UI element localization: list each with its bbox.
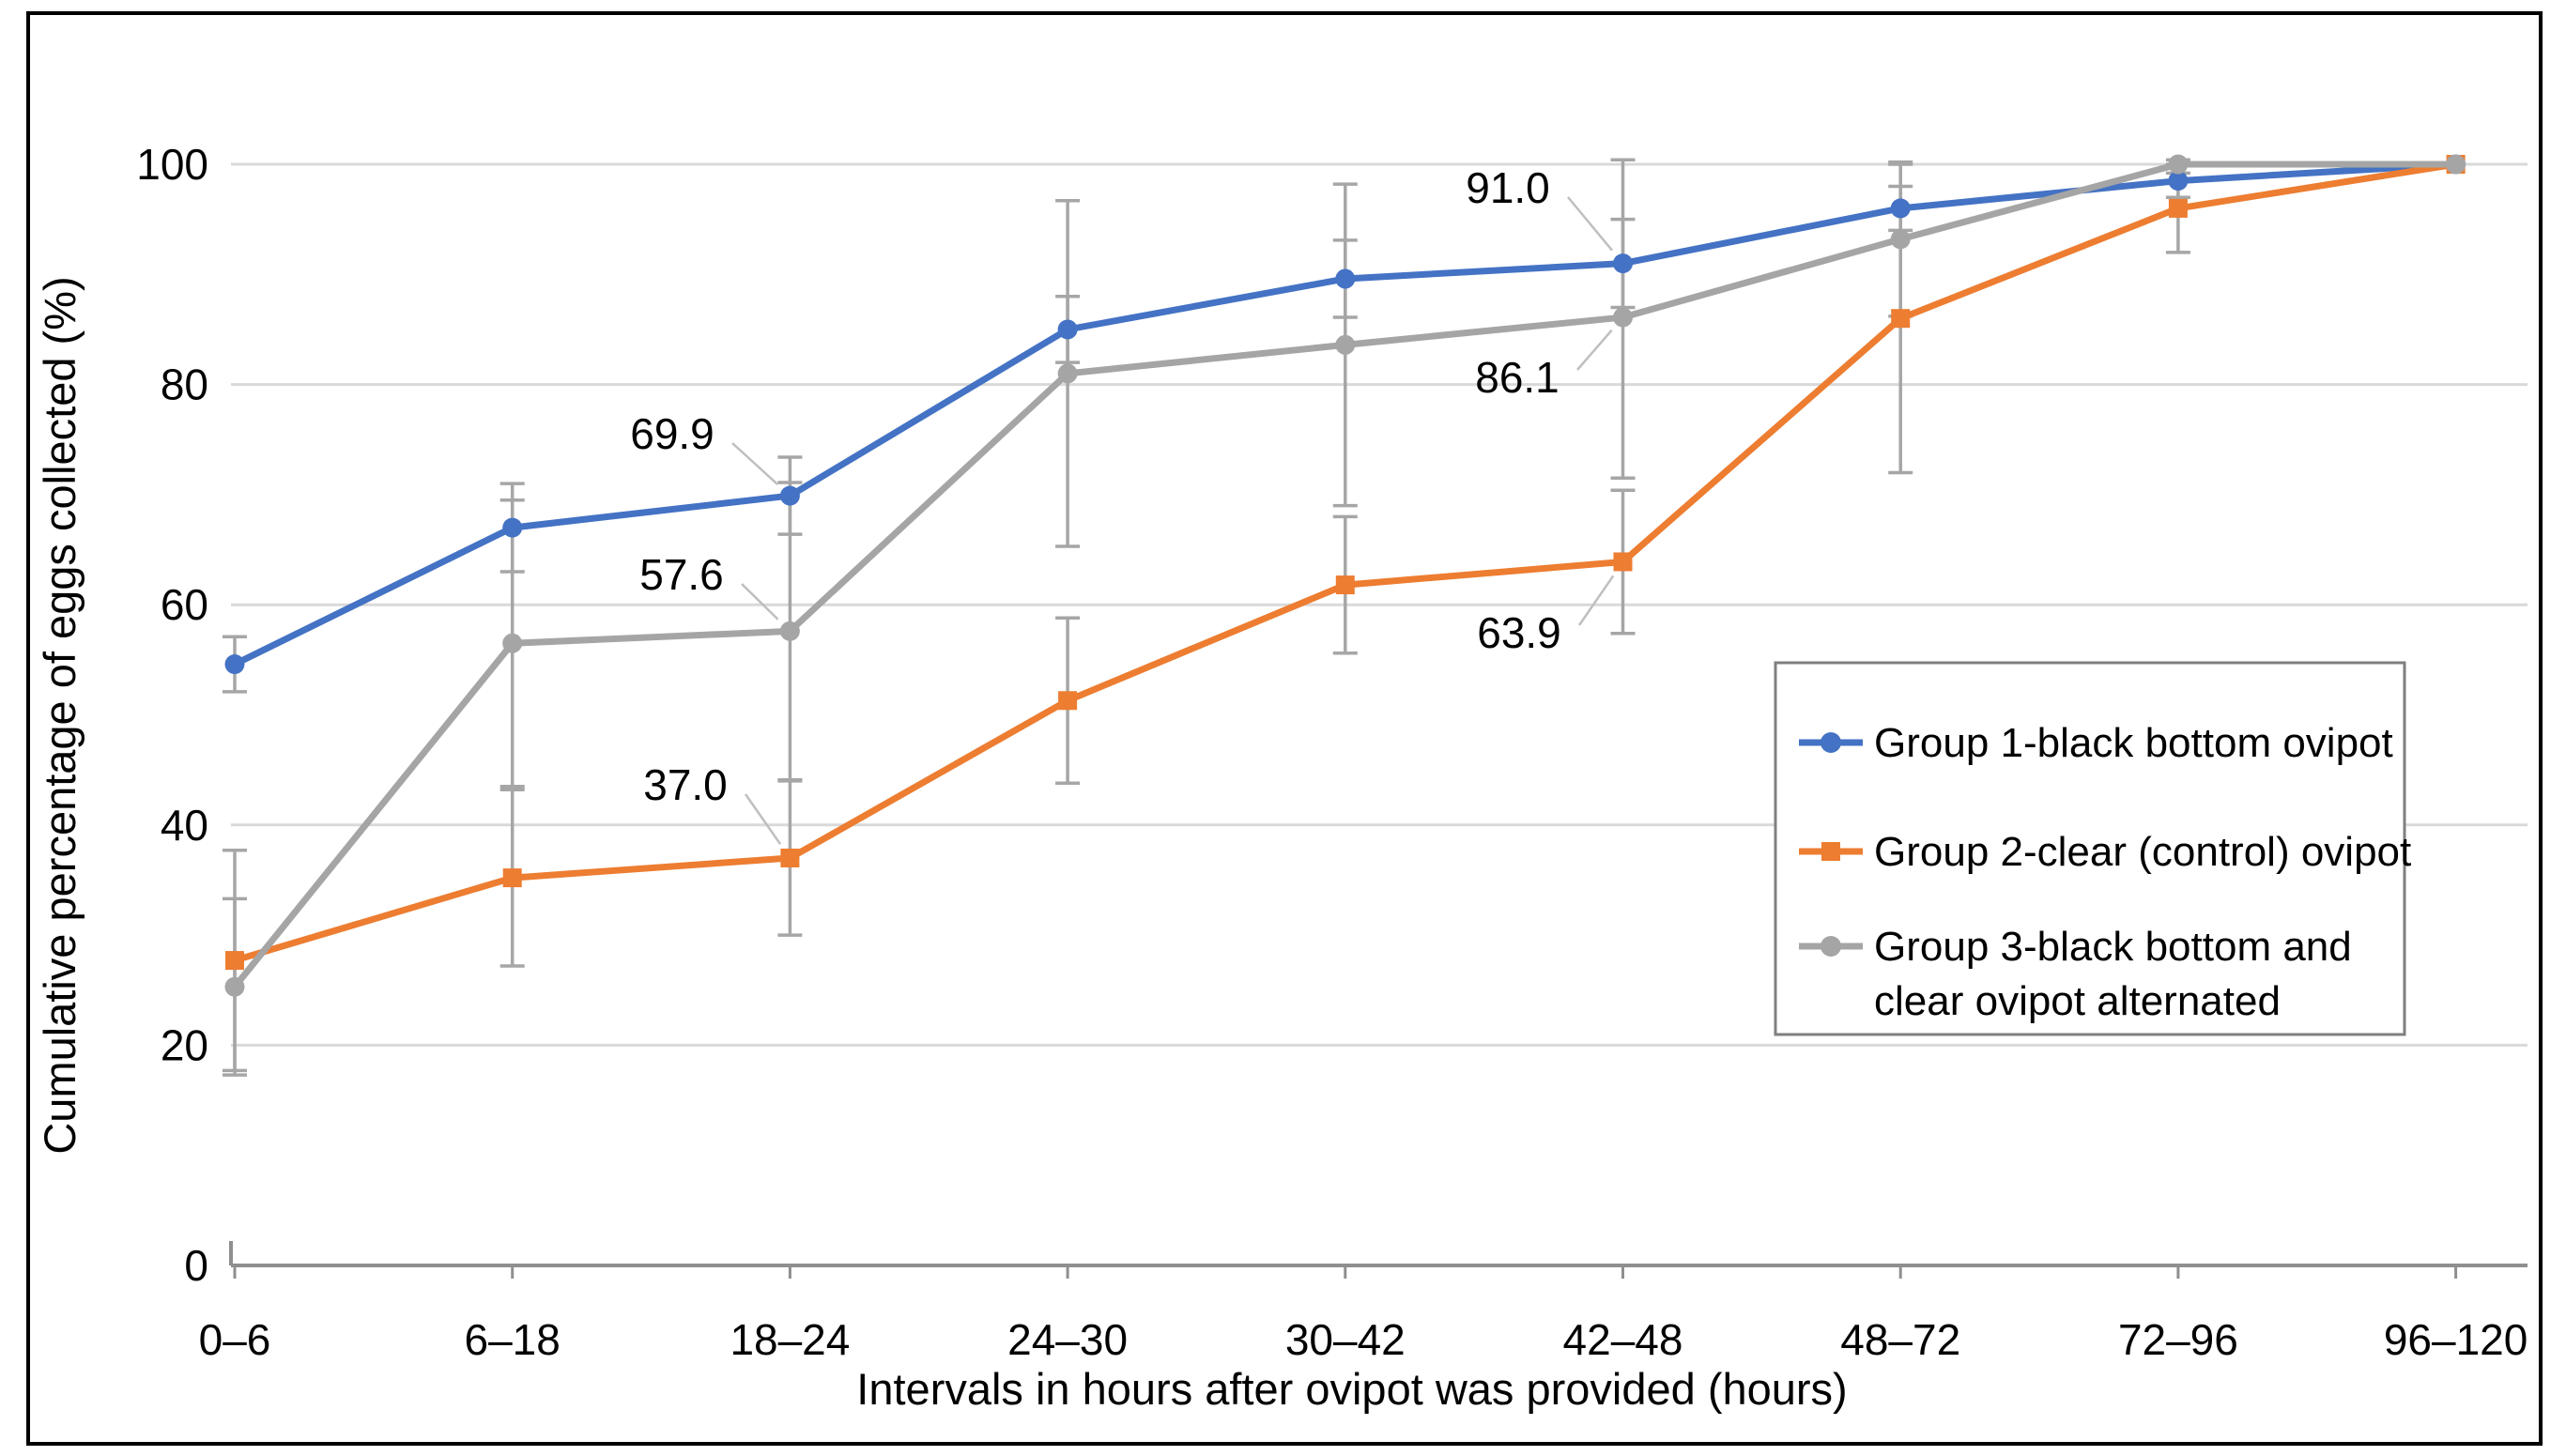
- data-point-marker: [502, 868, 522, 888]
- legend-label: clear ovipot alternated: [1874, 978, 2281, 1024]
- annotation-label: 86.1: [1475, 353, 1560, 402]
- legend-label: Group 1-black bottom ovipot: [1874, 720, 2393, 766]
- x-tick-label: 6–18: [465, 1315, 561, 1364]
- data-point-marker: [224, 654, 245, 675]
- annotation-label: 91.0: [1466, 163, 1550, 212]
- data-point-marker: [1890, 229, 1911, 250]
- annotation-leader-line: [731, 442, 778, 485]
- y-tick-label-100: 100: [136, 140, 208, 189]
- y-tick-label-60: 60: [161, 580, 208, 629]
- y-tick-label-80: 80: [161, 360, 208, 409]
- annotation-leader-line: [1576, 329, 1613, 371]
- annotation-leader-line: [744, 793, 782, 845]
- x-tick-label: 96–120: [2384, 1315, 2528, 1364]
- data-point-marker: [1613, 253, 1633, 274]
- y-tick-label-20: 20: [161, 1020, 208, 1069]
- data-point-marker: [779, 485, 800, 506]
- data-point-marker: [1335, 268, 1356, 289]
- data-point-marker: [1613, 307, 1633, 328]
- annotation-leader-line: [741, 583, 779, 621]
- data-point-marker: [2446, 154, 2466, 175]
- x-tick-label: 72–96: [2118, 1315, 2238, 1364]
- legend-marker: [1821, 936, 1841, 957]
- series-group-2: [225, 155, 2466, 971]
- annotation-label: 63.9: [1477, 608, 1561, 657]
- y-axis-title: Cumulative percentage of eggs collected …: [35, 276, 85, 1154]
- annotation-label: 69.9: [630, 409, 714, 458]
- legend: Group 1-black bottom ovipot Group 2-clear…: [1774, 661, 2411, 1036]
- data-point-marker: [1613, 552, 1633, 572]
- data-point-marker: [1057, 319, 1078, 340]
- data-point-marker: [2168, 198, 2188, 218]
- figure-border: [26, 11, 2543, 1446]
- annotation-leader-line: [1567, 196, 1613, 252]
- x-axis-title: Intervals in hours after ovipot was prov…: [856, 1364, 1847, 1414]
- y-tick-label-40: 40: [161, 801, 208, 850]
- annotation-label: 57.6: [639, 550, 724, 599]
- legend-box: [1774, 661, 2406, 1036]
- x-tick-label: 30–42: [1285, 1315, 1406, 1364]
- data-point-marker: [2168, 154, 2189, 175]
- data-point-marker: [1057, 363, 1078, 384]
- legend-label: Group 2-clear (control) ovipot: [1874, 829, 2411, 875]
- series-group-3: [224, 154, 2466, 997]
- annotation-label: 37.0: [643, 760, 728, 809]
- annotation-leader-line: [1577, 575, 1615, 626]
- data-point-marker: [502, 517, 523, 538]
- x-tick-label: 42–48: [1563, 1315, 1683, 1364]
- data-point-marker: [1890, 198, 1911, 219]
- data-point-marker: [1335, 334, 1356, 355]
- data-point-marker: [1058, 691, 1078, 711]
- data-point-marker: [2168, 171, 2189, 192]
- legend-label: Group 3-black bottom and: [1874, 924, 2352, 970]
- x-tick-label: 18–24: [730, 1315, 850, 1364]
- data-point-marker: [224, 976, 245, 997]
- x-tick-label: 48–72: [1840, 1315, 1960, 1364]
- data-point-marker: [780, 848, 800, 867]
- data-point-marker: [502, 633, 523, 653]
- legend-marker: [1821, 842, 1840, 861]
- data-point-marker: [1335, 575, 1355, 595]
- x-tick-label: 0–6: [199, 1315, 271, 1364]
- data-point-marker: [779, 621, 800, 641]
- y-tick-label-0: 0: [184, 1241, 208, 1290]
- data-point-marker: [1891, 309, 1911, 329]
- legend-marker: [1821, 732, 1841, 753]
- data-point-marker: [225, 951, 244, 971]
- x-tick-label: 24–30: [1007, 1315, 1128, 1364]
